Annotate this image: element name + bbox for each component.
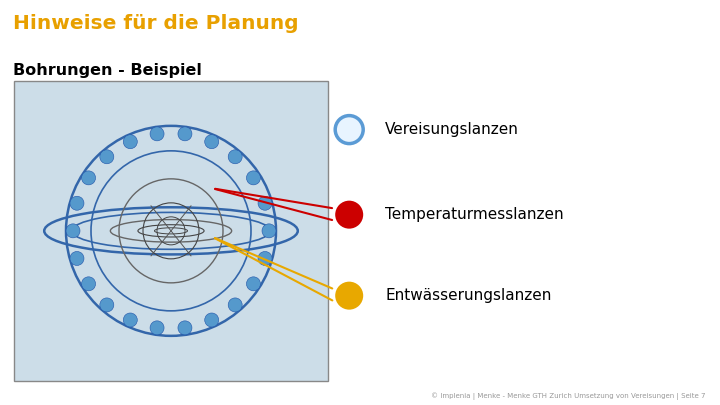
Ellipse shape	[336, 200, 363, 229]
Text: Entwässerungslanzen: Entwässerungslanzen	[385, 288, 552, 303]
Ellipse shape	[178, 127, 192, 141]
Text: Vereisungslanzen: Vereisungslanzen	[385, 122, 519, 137]
Text: Bohrungen - Beispiel: Bohrungen - Beispiel	[13, 63, 202, 78]
Ellipse shape	[336, 115, 363, 144]
Ellipse shape	[204, 135, 219, 149]
FancyBboxPatch shape	[14, 81, 328, 381]
Ellipse shape	[150, 127, 164, 141]
Ellipse shape	[123, 135, 138, 149]
Ellipse shape	[258, 252, 272, 265]
Ellipse shape	[70, 252, 84, 265]
Ellipse shape	[100, 150, 114, 164]
Ellipse shape	[178, 321, 192, 335]
Ellipse shape	[246, 277, 261, 291]
Ellipse shape	[258, 196, 272, 210]
Ellipse shape	[150, 321, 164, 335]
Ellipse shape	[70, 196, 84, 210]
Ellipse shape	[228, 150, 242, 164]
Text: Temperaturmesslanzen: Temperaturmesslanzen	[385, 207, 564, 222]
Ellipse shape	[228, 298, 242, 312]
Ellipse shape	[262, 224, 276, 238]
Text: Hinweise für die Planung: Hinweise für die Planung	[13, 14, 299, 33]
Text: © Implenia | Menke - Menke GTH Zurich Umsetzung von Vereisungen | Seite 7: © Implenia | Menke - Menke GTH Zurich Um…	[431, 392, 706, 400]
Ellipse shape	[66, 224, 80, 238]
Ellipse shape	[100, 298, 114, 312]
Ellipse shape	[336, 281, 363, 310]
Ellipse shape	[123, 313, 138, 327]
Ellipse shape	[81, 277, 96, 291]
Ellipse shape	[81, 171, 96, 185]
Ellipse shape	[246, 171, 261, 185]
Ellipse shape	[204, 313, 219, 327]
